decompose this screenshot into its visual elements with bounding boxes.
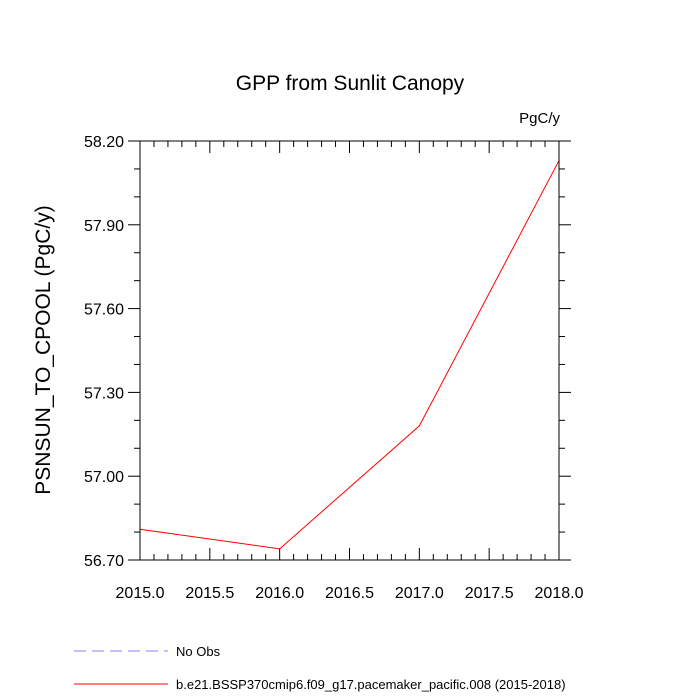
x-tick-label: 2015.5: [185, 585, 234, 602]
legend-label: No Obs: [176, 644, 221, 659]
x-tick-label: 2016.5: [325, 585, 374, 602]
y-tick-label: 58.20: [84, 134, 124, 151]
plot-frame: [139, 140, 560, 561]
units-label: PgC/y: [519, 110, 560, 127]
y-tick-label: 57.90: [84, 218, 124, 235]
chart-title: GPP from Sunlit Canopy: [236, 72, 465, 95]
y-tick-label: 56.70: [84, 553, 124, 570]
x-tick-label: 2017.0: [395, 585, 444, 602]
y-ticks: 56.70 57.00 57.30 57.60 57.90 58.20: [84, 134, 571, 570]
legend: No Obs b.e21.BSSP370cmip6.f09_g17.pacemak…: [74, 644, 566, 692]
data-point: [418, 425, 420, 427]
x-tick-label: 2015.0: [116, 585, 165, 602]
x-tick-label: 2017.5: [465, 585, 514, 602]
x-tick-label: 2018.0: [535, 585, 584, 602]
legend-label: b.e21.BSSP370cmip6.f09_g17.pacemaker_pac…: [176, 677, 566, 692]
series-line: [139, 160, 560, 550]
data-point: [279, 548, 281, 550]
series-layer: [139, 159, 560, 550]
y-tick-label: 57.00: [84, 469, 124, 486]
x-tick-label: 2016.0: [255, 585, 304, 602]
y-tick-label: 57.30: [84, 385, 124, 402]
y-axis-label: PSNSUN_TO_CPOOL (PgC/y): [32, 205, 55, 494]
x-ticks: 2015.0 2015.5 2016.0 2016.5 2017.0 2017.5 2018…: [116, 141, 584, 602]
y-tick-label: 57.60: [84, 302, 124, 319]
